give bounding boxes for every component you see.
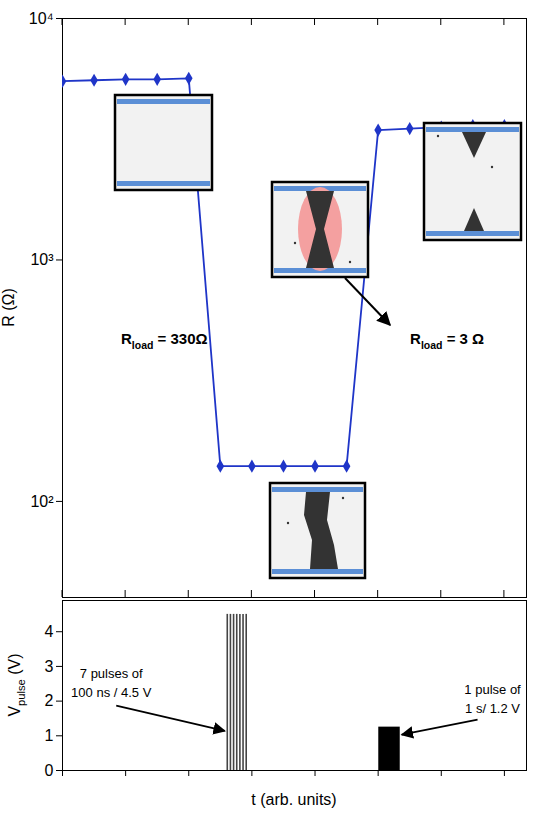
svg-text:4: 4 (45, 623, 54, 640)
svg-text:t (arb. units): t (arb. units) (251, 791, 336, 808)
svg-text:10²: 10² (30, 493, 54, 510)
svg-text:10³: 10³ (30, 251, 54, 268)
svg-text:3: 3 (45, 658, 54, 675)
svg-text:1: 1 (45, 727, 54, 744)
svg-text:Rload = 3 Ω: Rload = 3 Ω (410, 330, 484, 351)
svg-text:Rload = 330Ω: Rload = 330Ω (121, 330, 208, 351)
svg-text:R (Ω): R (Ω) (0, 288, 17, 327)
svg-text:2: 2 (45, 692, 54, 709)
svg-text:0: 0 (45, 762, 54, 779)
svg-text:7 pulses of100 ns / 4.5 V: 7 pulses of100 ns / 4.5 V (71, 666, 152, 700)
svg-text:1 pulse of1 s/ 1.2 V: 1 pulse of1 s/ 1.2 V (464, 682, 521, 716)
svg-text:Vpulse (V): Vpulse (V) (6, 653, 27, 716)
svg-text:10⁴: 10⁴ (29, 10, 54, 27)
